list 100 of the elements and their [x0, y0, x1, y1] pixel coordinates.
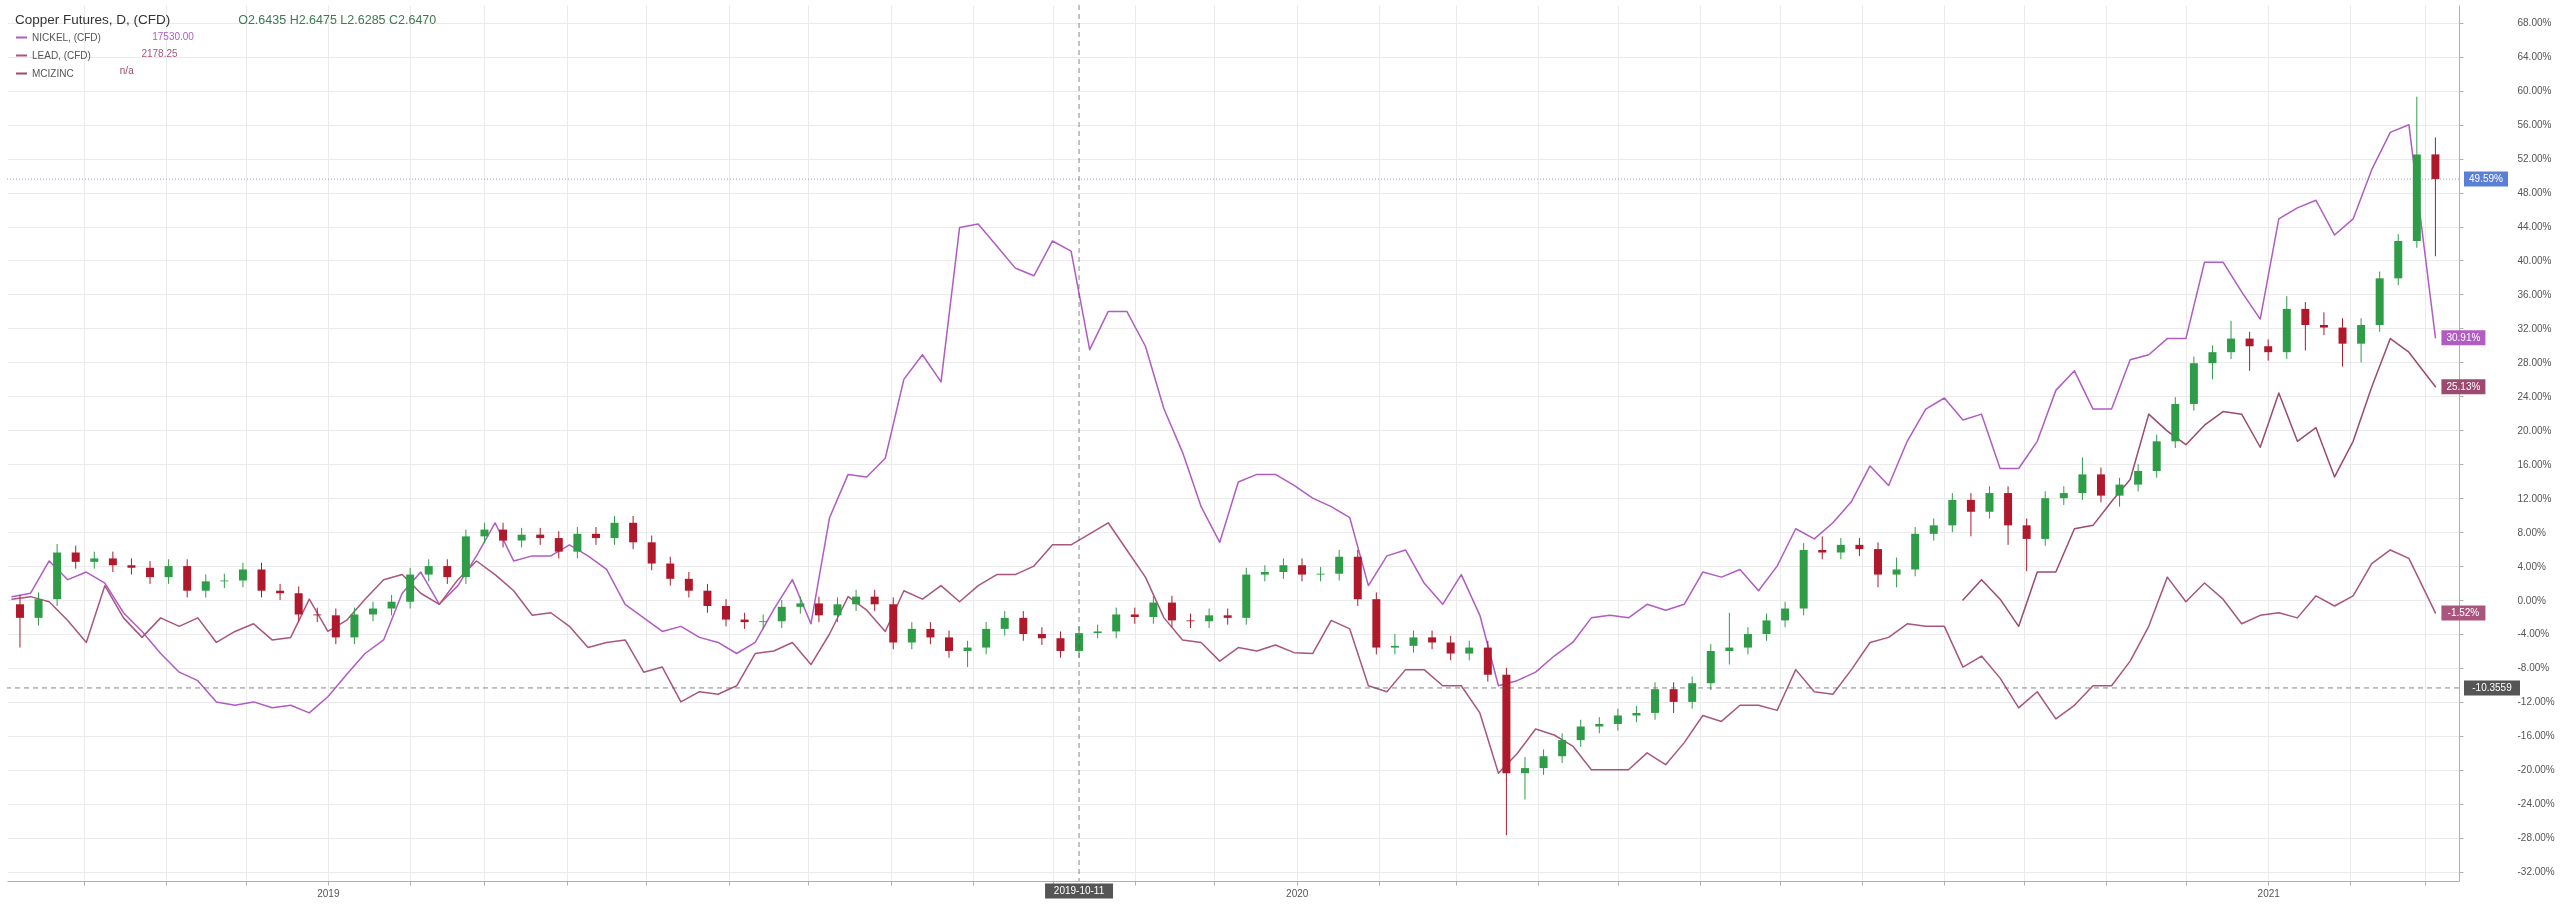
y-tick-label: 28.00%	[2517, 356, 2552, 368]
candlestick	[2022, 518, 2031, 572]
candlestick	[331, 608, 340, 645]
candlestick	[2078, 456, 2087, 501]
y-tick-label: -32.00%	[2517, 866, 2555, 878]
candlestick	[852, 589, 861, 612]
candlestick	[1929, 518, 1938, 542]
annotation: O2.6435 H2.6475 L2.6285 C2.6470	[238, 13, 437, 27]
candlestick	[164, 558, 173, 585]
candlestick	[499, 522, 508, 548]
y-tick-label: 64.00%	[2517, 51, 2552, 63]
candlestick	[2059, 485, 2068, 506]
candlestick	[2227, 320, 2236, 360]
candlestick	[257, 562, 266, 598]
y-tick-label: 12.00%	[2517, 492, 2552, 504]
candlestick	[1446, 635, 1455, 661]
candlestick	[573, 526, 582, 559]
candlestick	[2264, 338, 2273, 362]
candlestick	[238, 562, 247, 588]
candlestick	[1409, 630, 1418, 654]
y-tick-label: -8.00%	[2517, 662, 2550, 674]
candlestick	[294, 585, 303, 622]
candlestick	[1056, 630, 1065, 659]
y-tick-label: 68.00%	[2517, 17, 2552, 29]
candlestick	[629, 515, 638, 550]
y-tick-label: 44.00%	[2517, 221, 2552, 233]
y-tick-label: 16.00%	[2517, 458, 2552, 470]
candlestick	[2245, 331, 2254, 372]
y-tick-label: -16.00%	[2517, 730, 2555, 742]
candlestick	[1279, 557, 1288, 580]
candlestick	[350, 607, 359, 645]
data-label: 25.13%	[2446, 380, 2481, 392]
y-tick-label: 40.00%	[2517, 255, 2552, 266]
candlestick	[777, 599, 786, 629]
y-tick-label: 8.00%	[2517, 526, 2546, 538]
ref-line-label: 2019-10-11	[1053, 885, 1105, 896]
legend-label: MCIZINC	[32, 67, 74, 79]
y-tick-label: 36.00%	[2517, 288, 2552, 300]
y-tick-label: 24.00%	[2517, 390, 2552, 402]
candlestick	[1428, 630, 1437, 650]
y-tick-label: 20.00%	[2517, 424, 2552, 436]
data-label: 30.91%	[2446, 331, 2481, 343]
annotation: n/a	[119, 64, 135, 76]
data-label: -1.52%	[2447, 606, 2480, 618]
y-tick-label: 56.00%	[2517, 119, 2552, 131]
candlestick	[1298, 557, 1307, 582]
candlestick	[944, 630, 953, 659]
candlestick	[2096, 467, 2105, 503]
candlestick	[313, 607, 322, 623]
candlestick	[1651, 681, 1660, 721]
ref-line-label: -10.3559	[2472, 681, 2513, 693]
ref-line-label: 49.59%	[2469, 173, 2504, 185]
x-tick-label: 2019	[317, 887, 340, 899]
candlestick	[2134, 463, 2143, 492]
candlestick	[387, 594, 396, 616]
candlestick	[1112, 607, 1121, 639]
candlestick	[2115, 477, 2124, 508]
candlestick	[1000, 610, 1009, 637]
candlestick	[2338, 317, 2347, 368]
candlestick	[1539, 748, 1548, 776]
candlestick	[108, 551, 117, 573]
y-tick-label: -24.00%	[2517, 798, 2555, 810]
legend-label: LEAD, (CFD)	[32, 49, 91, 61]
candlestick	[1316, 566, 1325, 582]
candlestick	[15, 594, 24, 649]
candlestick	[2319, 311, 2328, 336]
candlestick	[1465, 640, 1474, 661]
x-tick-label: 2020	[1286, 887, 1309, 899]
candlestick	[2301, 301, 2310, 351]
candlestick	[554, 530, 563, 559]
y-tick-label: -28.00%	[2517, 832, 2555, 844]
candlestick	[591, 526, 600, 546]
candlestick	[1019, 610, 1028, 642]
candlestick	[34, 591, 43, 626]
candlestick	[870, 589, 879, 612]
y-tick-label: 48.00%	[2517, 187, 2552, 199]
y-tick-label: -20.00%	[2517, 764, 2555, 776]
y-tick-label: 4.00%	[2517, 560, 2546, 572]
candlestick	[1743, 626, 1752, 655]
candlestick	[1781, 601, 1790, 628]
candlestick	[1390, 633, 1399, 655]
candlestick	[703, 583, 712, 614]
candlestick	[982, 621, 991, 655]
candlestick	[833, 596, 842, 623]
y-tick-label: -4.00%	[2517, 628, 2550, 640]
candlestick	[907, 621, 916, 650]
candlestick	[722, 598, 731, 627]
candlestick	[2208, 344, 2217, 380]
y-tick-label: -12.00%	[2517, 696, 2555, 708]
x-tick-label: 2021	[2257, 887, 2281, 899]
candlestick	[647, 535, 656, 571]
line-series	[1962, 337, 2437, 628]
candlestick	[1149, 595, 1158, 625]
candlestick	[610, 515, 619, 546]
candlestick	[759, 613, 768, 630]
candlestick	[1985, 485, 1994, 520]
annotation: 2178.25	[141, 47, 178, 59]
candlestick	[1613, 708, 1622, 732]
candlestick	[1762, 613, 1771, 642]
candlestick	[684, 571, 693, 598]
